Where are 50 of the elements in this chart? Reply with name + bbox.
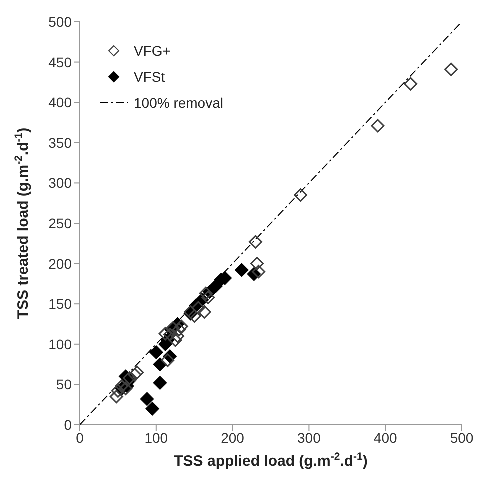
point: [122, 372, 136, 385]
y-tick-label: 0: [64, 416, 72, 433]
point: [192, 301, 206, 315]
legend-label: VFSt: [134, 69, 166, 85]
point: [371, 119, 385, 133]
point: [150, 346, 164, 360]
y-tick-label: 400: [48, 94, 72, 111]
y-tick-label: 50: [56, 376, 72, 393]
y-tick-label: 100: [48, 336, 72, 352]
point: [404, 77, 418, 91]
point: [163, 328, 177, 342]
x-tick-label: 100: [144, 430, 168, 446]
point: [250, 257, 264, 271]
point: [252, 265, 266, 279]
point: [202, 290, 216, 304]
point: [294, 188, 308, 202]
point: [235, 264, 249, 277]
point: [199, 286, 213, 300]
y-tick-label: 150: [48, 296, 72, 312]
legend-label: VFG+: [134, 43, 171, 59]
point: [111, 384, 125, 398]
point: [198, 305, 212, 319]
x-tick-label: 200: [221, 430, 245, 446]
y-tick-label: 300: [48, 175, 72, 192]
point: [128, 368, 142, 382]
x-tick-label: 0: [76, 430, 84, 446]
point: [110, 390, 124, 404]
point: [146, 402, 160, 416]
point: [161, 354, 175, 368]
y-tick-label: 250: [48, 215, 72, 232]
y-tick-label: 450: [48, 54, 72, 70]
point: [171, 330, 185, 344]
x-axis-title: TSS applied load (g.m$^{-2}$.d$^{-1}$): [174, 451, 368, 470]
point: [248, 235, 262, 249]
point: [168, 334, 182, 348]
legend-label: 100% removal: [134, 95, 224, 111]
y-tick-label: 200: [48, 256, 72, 272]
y-tick-label: 500: [48, 14, 72, 30]
point: [188, 309, 202, 323]
point: [174, 320, 188, 334]
point: [140, 392, 154, 406]
point: [153, 376, 167, 390]
x-tick-label: 500: [450, 430, 474, 446]
point: [130, 366, 144, 380]
y-tick-label: 350: [48, 134, 72, 151]
point: [172, 323, 186, 337]
point: [158, 327, 172, 341]
x-tick-label: 400: [374, 430, 398, 446]
point: [444, 62, 458, 76]
x-tick-label: 300: [298, 430, 322, 446]
